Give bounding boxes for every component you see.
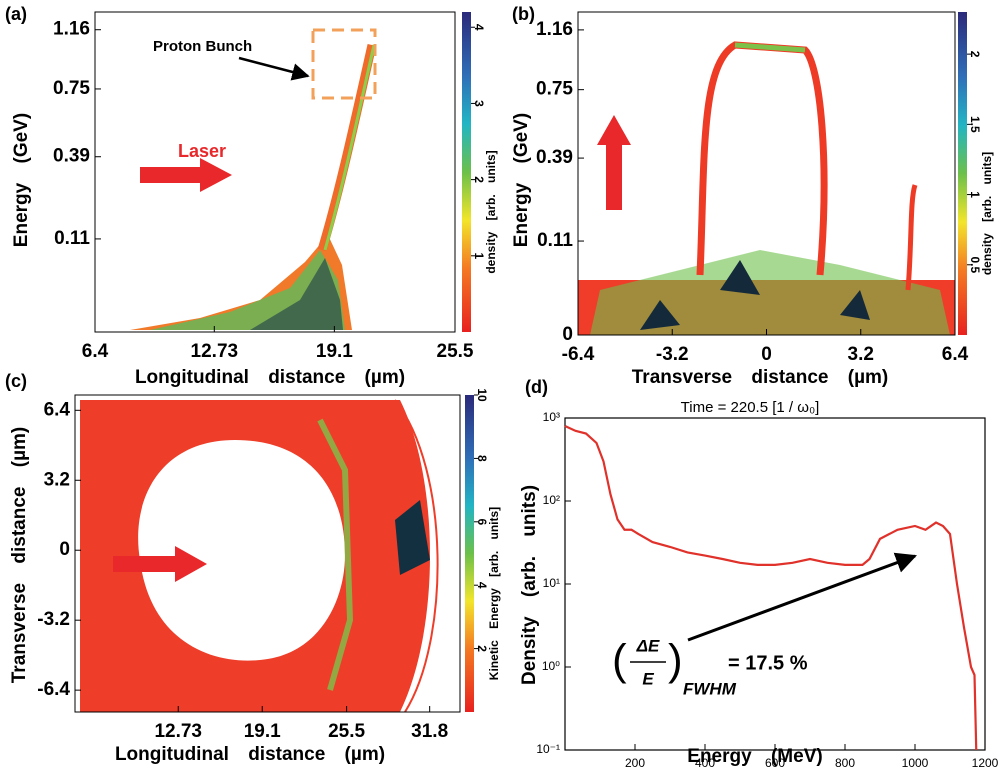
y-tick-label: 0.39: [53, 146, 90, 167]
colorbar-tick-label: 1: [472, 252, 486, 259]
arrows: [113, 56, 917, 642]
annotation-paren: (: [612, 636, 627, 685]
x-tick-label: 12.73: [191, 341, 239, 362]
colorbar-tick-label: 3: [472, 100, 486, 107]
y-tick-label: 0.39: [536, 147, 573, 168]
density-image-b: [578, 41, 955, 335]
x-axis-label: Transverse distance (µm): [632, 367, 889, 388]
y-tick-label: -3.2: [37, 609, 70, 630]
x-tick-label: 19.1: [244, 721, 281, 742]
colorbar-label: density [arb. units]: [484, 150, 498, 273]
y-axis-label: Energy (GeV): [511, 113, 532, 247]
x-tick-label: 31.8: [411, 721, 448, 742]
panel-label: (c): [5, 371, 27, 391]
colorbar: [465, 395, 474, 712]
colorbar-tick-label: 1.5: [968, 116, 982, 133]
y-axis-label: Energy (GeV): [11, 113, 32, 247]
y-tick-label: 0: [59, 539, 70, 560]
y-tick-label: 10¹: [543, 576, 560, 590]
annotation-paren: ): [668, 636, 683, 685]
annotation: Proton Bunch: [153, 38, 252, 55]
y-tick-label: 1.16: [536, 19, 573, 40]
chart-title: Time = 220.5 [1 / ω₀]: [681, 399, 820, 416]
colorbar-tick-label: 0.5: [968, 256, 982, 273]
colorbar: [462, 12, 471, 332]
x-tick-label: 800: [835, 756, 855, 770]
x-tick-label: 19.1: [316, 341, 353, 362]
x-tick-label: 3.2: [848, 344, 874, 365]
y-tick-label: 0.75: [536, 79, 573, 100]
x-axis-label: Longitudinal distance (µm): [135, 367, 405, 388]
x-axis-label: Longitudinal distance (µm): [115, 744, 385, 765]
y-tick-label: 0.11: [54, 228, 90, 249]
y-tick-label: 10³: [543, 410, 560, 424]
colorbar-label: Kinetic Energy [arb. units]: [487, 507, 501, 680]
y-axis-label: Transverse distance (µm): [9, 427, 30, 684]
y-tick-label: 0.75: [53, 78, 90, 99]
x-tick-label: 6.4: [82, 341, 109, 362]
x-tick-label: 12.73: [154, 721, 202, 742]
colorbar-tick-label: 4: [475, 582, 489, 589]
x-tick-label: 200: [625, 756, 645, 770]
colorbar-tick-label: 4: [472, 24, 486, 31]
annotation-subscript: FWHM: [683, 679, 737, 698]
y-axis-label: Density (arb. units): [519, 485, 540, 685]
x-tick-label: 25.5: [437, 341, 474, 362]
y-tick-label: -6.4: [37, 679, 70, 700]
colorbar-label: density [arb. units]: [980, 152, 994, 275]
x-tick-label: 1000: [902, 756, 929, 770]
y-tick-label: 10⁻¹: [536, 742, 560, 756]
x-tick-label: -3.2: [656, 344, 689, 365]
y-tick-label: 10⁰: [542, 659, 560, 673]
panel-label: (d): [525, 377, 548, 397]
y-tick-label: 1.16: [53, 19, 90, 40]
x-tick-label: 400: [695, 756, 715, 770]
plot-frame: [94, 11, 456, 333]
x-tick-label: 0: [761, 344, 772, 365]
x-tick-label: 6.4: [942, 344, 969, 365]
plot-frame: [564, 417, 986, 751]
annotation-text: = 17.5 %: [728, 652, 808, 674]
x-tick-label: -6.4: [562, 344, 595, 365]
annotation: Laser: [178, 141, 226, 161]
colorbar: [958, 12, 967, 335]
x-axis-label: Energy (MeV): [687, 746, 822, 767]
y-tick-label: 3.2: [44, 469, 70, 490]
x-tick-label: 25.5: [328, 721, 365, 742]
y-tick-label: 10²: [543, 493, 560, 507]
annotation-numerator: ΔE: [636, 636, 660, 655]
colorbar-tick-label: 6: [475, 518, 489, 525]
colorbar-tick-label: 2: [968, 51, 982, 58]
panel-label: (a): [5, 4, 27, 24]
line-series: [564, 425, 978, 751]
y-tick-label: 0: [562, 324, 573, 345]
annotation-denominator: E: [642, 669, 654, 688]
colorbar-tick-label: 8: [475, 455, 489, 462]
colorbar-tick-label: 1: [968, 191, 982, 198]
y-tick-label: 6.4: [44, 399, 71, 420]
panel-label: (b): [512, 4, 535, 24]
colorbar-tick-label: 2: [475, 645, 489, 652]
y-tick-label: 0.11: [537, 230, 573, 251]
x-tick-label: 600: [765, 756, 785, 770]
colorbar-tick-label: 2: [472, 176, 486, 183]
plot-frame: [74, 394, 461, 713]
x-tick-label: 1200: [972, 756, 999, 770]
colorbar-tick-label: 10: [475, 388, 489, 402]
density-image-c: [80, 399, 439, 713]
density-image-a: [130, 28, 377, 330]
